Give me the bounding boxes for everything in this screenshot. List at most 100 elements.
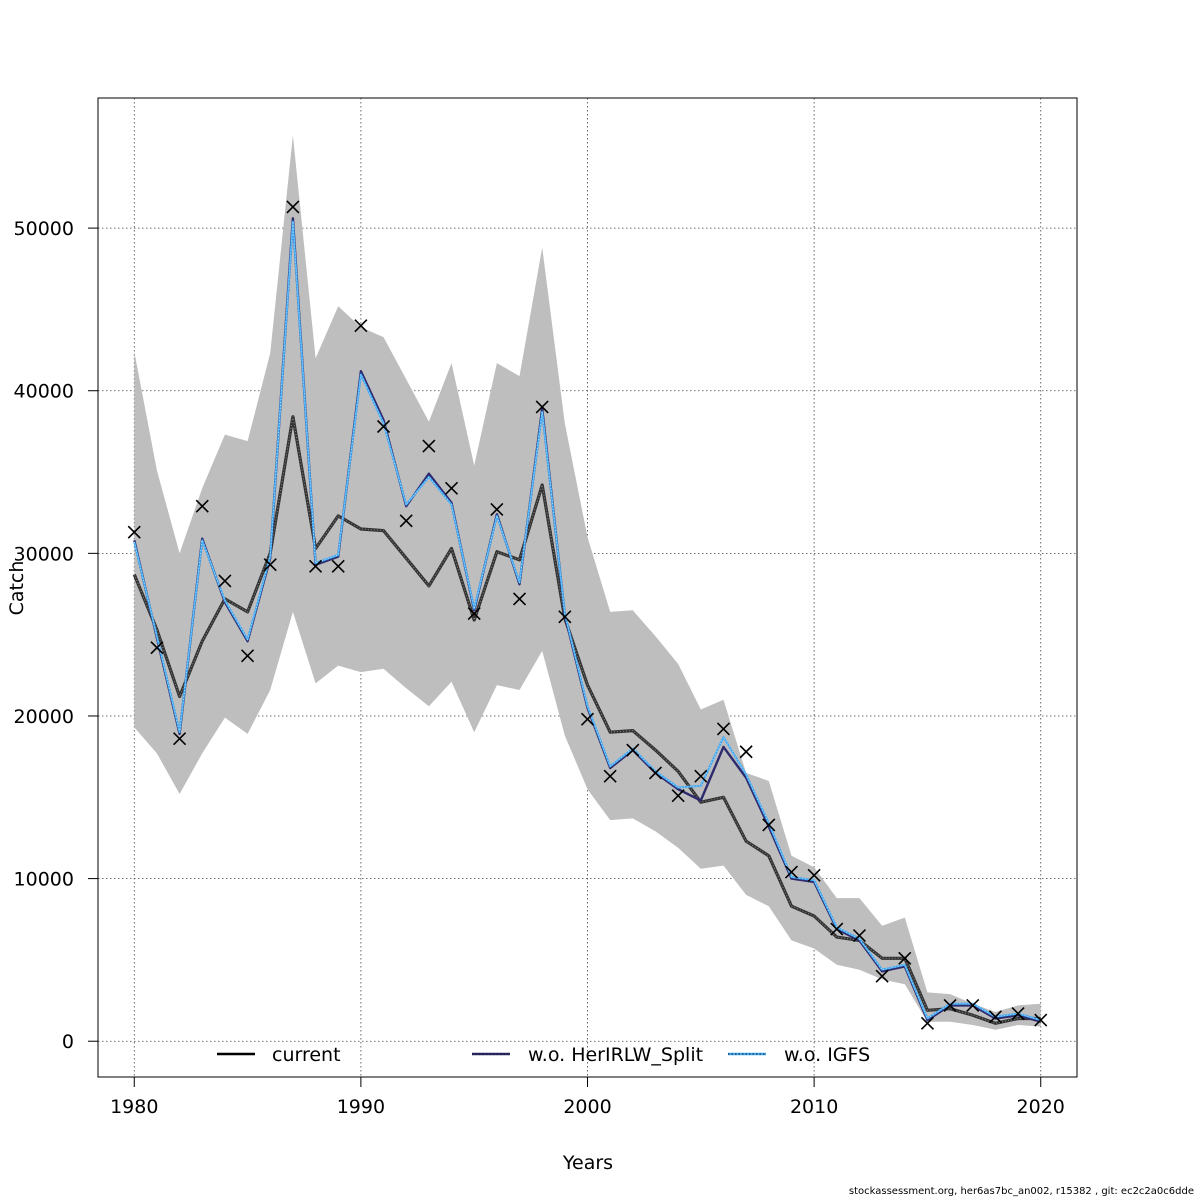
observation-mark-stroke — [558, 610, 572, 624]
legend-entry-wo-igfs: w.o. IGFS — [728, 1044, 870, 1066]
observation-point — [376, 419, 391, 434]
observation-mark-stroke — [784, 865, 799, 879]
observation-mark-stroke — [626, 743, 640, 757]
observation-mark-stroke — [444, 481, 459, 495]
observation-point — [626, 743, 640, 757]
observation-mark-stroke — [671, 789, 685, 803]
observation-point — [467, 606, 481, 621]
observation-point — [195, 499, 209, 513]
observation-mark-stroke — [331, 559, 345, 573]
observation-mark-stroke — [830, 922, 844, 936]
legend-entry-current: current — [217, 1044, 341, 1066]
legend-label: current — [272, 1044, 341, 1066]
x-tick-label: 1990 — [337, 1096, 385, 1118]
observation-point — [127, 525, 141, 539]
observation-mark-stroke — [354, 319, 368, 333]
observation-point — [603, 769, 617, 783]
observation-mark-stroke — [648, 766, 663, 780]
observation-mark-stroke — [399, 514, 413, 528]
observation-point — [671, 789, 685, 803]
observation-point — [988, 1010, 1002, 1024]
observation-point — [1011, 1007, 1025, 1021]
legend-entry-wo-herirlw-split: w.o. HerIRLW_Split — [472, 1044, 703, 1066]
observation-point — [444, 481, 459, 495]
x-axis-title: Years — [562, 1152, 613, 1174]
y-axis-title: Catch — [6, 561, 28, 616]
confidence-band-layer — [134, 135, 1041, 1030]
observation-mark-stroke — [875, 969, 889, 983]
observation-mark-stroke — [127, 525, 141, 539]
observation-mark-stroke — [263, 558, 277, 572]
observation-mark-stroke — [966, 998, 980, 1013]
observation-mark-stroke — [807, 868, 821, 882]
observation-mark-stroke — [535, 400, 549, 414]
observation-mark-stroke — [580, 712, 595, 726]
x-tick-label: 2010 — [790, 1096, 838, 1118]
observation-point — [286, 200, 300, 214]
observation-point — [173, 732, 187, 746]
confidence-band — [134, 135, 1041, 1030]
series-layer — [132, 217, 1042, 1025]
legend-label: w.o. HerIRLW_Split — [528, 1044, 703, 1066]
observation-mark-stroke — [943, 998, 957, 1013]
y-tick-label: 0 — [62, 1031, 74, 1053]
observation-point — [762, 818, 776, 832]
observation-mark-stroke — [920, 1016, 934, 1030]
observation-point — [648, 766, 663, 780]
observation-mark-stroke — [286, 200, 300, 214]
observation-mark-stroke — [376, 419, 391, 434]
observation-point — [852, 928, 867, 943]
observation-mark-stroke — [603, 769, 617, 783]
observation-mark-stroke — [852, 928, 867, 943]
y-tick-label: 40000 — [14, 381, 74, 403]
x-tick-label: 2000 — [563, 1096, 611, 1118]
observation-point — [535, 400, 549, 414]
series-line-current-overlay — [133, 416, 1041, 1024]
x-tick-label: 1980 — [110, 1096, 158, 1118]
observation-point — [354, 319, 368, 333]
observation-point — [716, 722, 731, 736]
observation-mark-stroke — [308, 559, 323, 573]
observation-point — [920, 1016, 934, 1030]
observation-point — [241, 649, 255, 663]
observation-point — [943, 998, 957, 1013]
observation-mark-stroke — [241, 649, 255, 663]
observation-mark-stroke — [512, 592, 527, 606]
observation-point — [490, 502, 504, 517]
observation-point — [580, 712, 595, 726]
observation-mark-stroke — [218, 574, 232, 588]
observation-point — [422, 439, 436, 453]
observation-point — [218, 574, 232, 588]
observation-point — [739, 745, 753, 759]
observation-mark-stroke — [422, 439, 436, 453]
observation-mark-stroke — [762, 818, 776, 832]
x-tick-label: 2020 — [1017, 1096, 1065, 1118]
observation-mark-stroke — [1011, 1007, 1025, 1021]
observation-mark-stroke — [1034, 1013, 1048, 1027]
y-tick-label: 20000 — [14, 706, 74, 728]
y-tick-label: 50000 — [14, 218, 74, 240]
observation-mark-stroke — [490, 502, 504, 517]
observation-point — [966, 998, 980, 1013]
observation-point — [150, 641, 164, 655]
observation-point — [263, 558, 277, 572]
observation-point — [308, 559, 323, 573]
y-tick-label: 10000 — [14, 869, 74, 891]
observation-mark-stroke — [988, 1010, 1002, 1024]
legend-label: w.o. IGFS — [784, 1044, 870, 1066]
y-tick-label: 30000 — [14, 543, 74, 565]
observation-point — [512, 592, 527, 606]
axes: 1980 1990 2000 2010 2020 0 10000 20000 30000 4000… — [14, 218, 1065, 1118]
observation-point — [898, 951, 912, 965]
observation-mark-stroke — [716, 722, 731, 736]
observation-point — [694, 769, 708, 783]
observation-mark-stroke — [467, 606, 481, 621]
observation-point — [399, 514, 413, 528]
observation-mark-stroke — [898, 951, 912, 965]
observation-marker-layer — [127, 200, 1048, 1030]
observation-mark-stroke — [739, 745, 753, 759]
observation-mark-stroke — [694, 769, 708, 783]
observation-point — [784, 865, 799, 879]
series-line-wo-igfs-overlay — [133, 221, 1041, 1021]
